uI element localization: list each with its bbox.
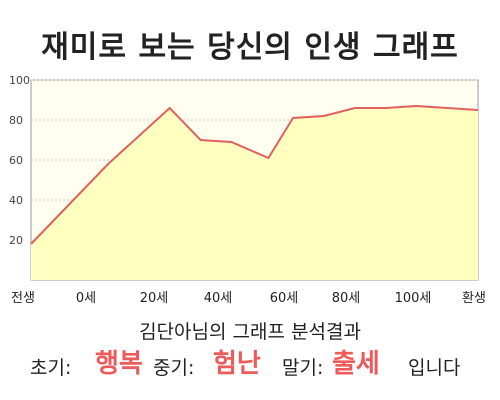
life-line (30, 104, 479, 245)
middle-value: 험난 (213, 349, 261, 379)
x-tick-label: 40세 (204, 291, 233, 306)
x-tick-label: 60세 (270, 291, 299, 306)
y-axis-ticks: 20 40 60 80 100 (9, 74, 30, 247)
x-tick-label: 80세 (332, 291, 361, 306)
early-value: 행복 (95, 349, 143, 379)
late-value: 출세 (332, 349, 380, 379)
late-label: 말기: (282, 357, 324, 379)
middle-label: 중기: (153, 357, 195, 379)
y-tick-label: 40 (9, 194, 23, 207)
x-tick-label: 전생 (11, 291, 35, 306)
y-tick-label: 100 (9, 74, 30, 87)
life-area (31, 106, 478, 280)
x-axis-ticks: 전생 0세 20세 40세 60세 80세 100세 환생 (11, 291, 486, 306)
x-tick-label: 0세 (76, 291, 96, 306)
analysis-heading: 김단아님의 그래프 분석결과 (139, 321, 361, 343)
ending-text: 입니다 (408, 357, 461, 379)
x-tick-label: 20세 (140, 291, 169, 306)
early-label: 초기: (30, 357, 72, 379)
x-tick-label: 환생 (462, 291, 486, 306)
chart-title: 재미로 보는 당신의 인생 그래프 (41, 30, 459, 65)
y-tick-label: 80 (9, 114, 23, 127)
x-tick-label: 100세 (395, 291, 432, 306)
y-tick-label: 20 (9, 234, 23, 247)
y-tick-label: 60 (9, 154, 23, 167)
life-graph: 20 40 60 80 100 전생 0세 20세 40세 60세 80세 100세 환생 (9, 74, 486, 306)
